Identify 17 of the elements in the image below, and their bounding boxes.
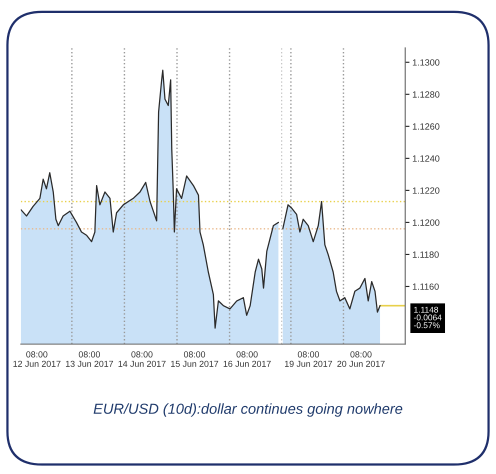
x-tick-label: 08:00 12 Jun 2017	[13, 351, 60, 367]
y-tick-label: 1.1300	[412, 59, 440, 66]
x-tick-label: 08:00 15 Jun 2017	[171, 351, 218, 367]
y-tick-label: 1.1200	[412, 219, 440, 226]
x-tick-label: 08:00 16 Jun 2017	[224, 351, 271, 367]
y-tick-label: 1.1280	[412, 91, 440, 98]
x-tick-label: 08:00 20 Jun 2017	[337, 351, 385, 367]
y-tick-label: 1.1220	[412, 187, 440, 194]
x-tick-label: 08:00 14 Jun 2017	[118, 351, 166, 367]
y-tick-label: 1.1240	[412, 155, 440, 162]
x-tick-label: 08:00 19 Jun 2017	[285, 351, 332, 367]
y-tick-label: 1.1160	[412, 283, 439, 290]
y-tick-label: 1.1260	[412, 123, 440, 130]
ref-line-label: 1.1148 -0.0064 -0.57%	[414, 306, 442, 328]
y-tick-label: 1.1180	[412, 251, 439, 258]
x-tick-label: 08:00 13 Jun 2017	[66, 351, 114, 367]
text: EUR/USD (10d):dollar continues going nowhere	[94, 403, 402, 417]
